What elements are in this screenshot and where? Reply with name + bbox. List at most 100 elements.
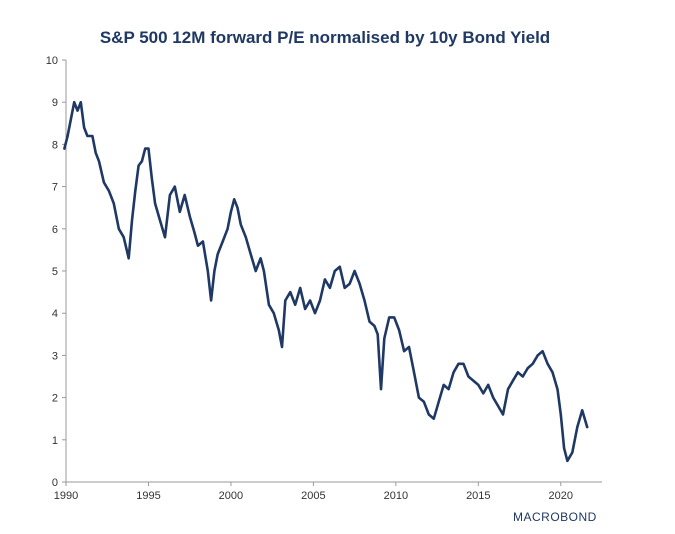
data-point <box>477 384 480 386</box>
data-point <box>127 257 130 260</box>
data-point <box>492 396 495 399</box>
data-point <box>131 219 133 222</box>
data-point <box>236 206 239 209</box>
data-point <box>467 375 470 378</box>
data-point <box>244 236 247 239</box>
x-tick-label: 2010 <box>384 490 408 502</box>
data-point <box>497 405 499 407</box>
data-point <box>134 189 137 192</box>
y-tick-label: 8 <box>52 139 58 151</box>
data-point <box>213 270 216 272</box>
data-point <box>536 354 539 357</box>
data-point <box>319 299 321 302</box>
data-point <box>226 227 229 230</box>
data-point <box>281 346 283 348</box>
data-point <box>169 194 171 196</box>
x-tick-label: 2015 <box>466 490 490 502</box>
data-point <box>526 367 529 369</box>
data-point <box>363 299 366 302</box>
data-point <box>576 426 579 428</box>
data-point <box>368 320 371 323</box>
data-point <box>551 371 554 374</box>
data-point <box>183 194 186 196</box>
data-point <box>178 211 181 213</box>
y-tick-label: 4 <box>52 308 58 320</box>
data-point <box>333 270 336 272</box>
data-point <box>541 350 544 353</box>
data-point <box>338 265 341 268</box>
y-tick-label: 2 <box>52 393 58 405</box>
data-point <box>117 227 120 230</box>
data-point <box>197 244 199 247</box>
data-point <box>457 362 460 365</box>
data-point <box>314 312 316 315</box>
x-tick-label: 2020 <box>549 490 573 502</box>
data-point <box>94 151 97 154</box>
data-point <box>324 278 326 281</box>
data-point <box>137 164 140 167</box>
data-point <box>373 325 376 327</box>
y-tick-label: 6 <box>52 224 58 236</box>
data-point <box>268 303 270 306</box>
y-tick-label: 3 <box>52 350 58 362</box>
data-point <box>393 316 396 319</box>
data-point <box>86 135 89 137</box>
data-point <box>304 308 306 310</box>
data-point <box>263 270 265 272</box>
data-point <box>76 109 79 112</box>
data-point <box>230 211 232 213</box>
y-ticks: 0 1 2 3 4 5 6 7 8 9 10 <box>46 55 66 489</box>
data-point <box>353 270 356 272</box>
data-point <box>73 101 76 104</box>
data-point <box>512 379 514 382</box>
data-point <box>383 337 386 340</box>
chart-title: S&P 500 12M forward P/E normalised by 10… <box>99 28 551 47</box>
x-tick-label: 1995 <box>136 490 160 502</box>
data-point <box>216 253 219 256</box>
data-point <box>103 181 105 184</box>
data-point <box>221 240 224 243</box>
data-point <box>418 396 420 399</box>
y-tick-label: 0 <box>52 477 58 489</box>
data-point <box>546 362 549 365</box>
data-point <box>556 388 559 391</box>
data-point <box>210 299 213 302</box>
data-point <box>581 409 584 412</box>
data-point <box>233 198 236 201</box>
data-point <box>66 135 69 137</box>
y-tick-label: 10 <box>46 55 58 67</box>
data-point <box>521 375 524 378</box>
data-point <box>447 388 450 391</box>
data-point <box>154 202 157 205</box>
y-tick-label: 5 <box>52 266 58 278</box>
data-point <box>507 388 509 391</box>
data-point <box>98 160 100 163</box>
data-point <box>150 177 153 180</box>
y-tick-label: 1 <box>52 435 58 447</box>
series-line <box>63 100 589 463</box>
y-tick-label: 7 <box>52 182 58 194</box>
x-ticks: 1990 1995 2000 2005 2010 2015 2020 <box>54 482 573 502</box>
data-point <box>586 426 589 428</box>
data-point <box>487 384 490 386</box>
data-point <box>531 362 534 365</box>
data-point <box>462 362 465 365</box>
x-tick-label: 2005 <box>301 490 325 502</box>
data-point <box>159 219 161 222</box>
data-point <box>403 350 405 353</box>
data-point <box>122 236 125 239</box>
data-point <box>188 215 191 218</box>
data-point <box>437 400 440 403</box>
data-point <box>571 451 574 454</box>
data-point <box>563 447 565 450</box>
data-point <box>502 413 504 416</box>
data-point <box>202 240 204 243</box>
data-point <box>70 118 72 120</box>
data-point <box>259 257 262 260</box>
data-point <box>442 384 445 386</box>
data-point <box>112 202 115 205</box>
data-point <box>284 299 287 302</box>
data-point <box>482 392 485 395</box>
data-point <box>309 299 311 302</box>
data-point <box>358 282 361 285</box>
